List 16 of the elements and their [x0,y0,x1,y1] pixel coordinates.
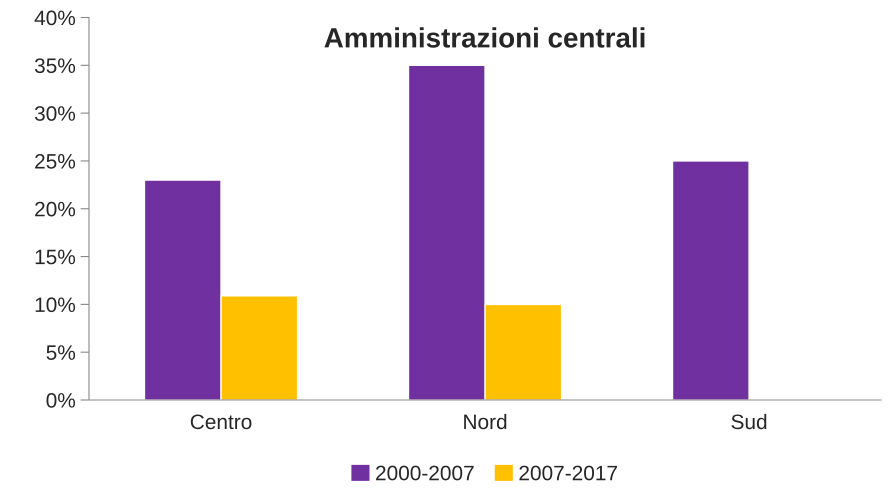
x-tick-label: Centro [190,414,252,430]
y-tick-label: 10% [36,297,76,312]
x-tick-label: Sud [731,414,766,430]
bar [672,160,750,400]
chart-title: Amministrazioni centrali [324,27,644,48]
y-tick-label: 25% [35,154,76,169]
y-tick-label: 0% [46,393,76,408]
y-tick-label: 5% [46,345,76,360]
legend-label: 2000-2007 [376,466,474,480]
legend-label: 2007-2017 [519,466,617,480]
x-tick-label: Nord [464,414,506,430]
y-tick-label: 40% [34,10,76,26]
y-tick-label: 30% [34,106,76,121]
y-tick-label: 20% [35,202,76,217]
y-tick-label: 15% [36,250,76,264]
y-tick-label: 35% [34,58,76,74]
